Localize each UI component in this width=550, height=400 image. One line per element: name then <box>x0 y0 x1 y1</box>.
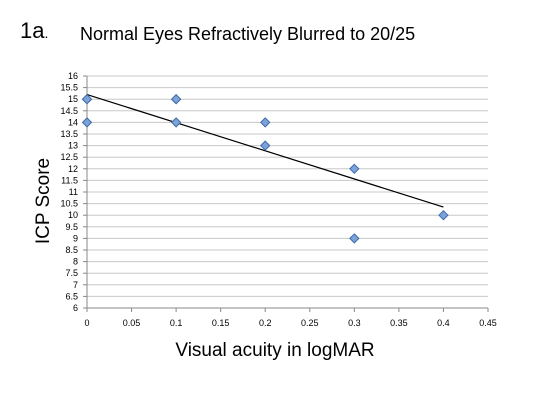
x-tick-label: 0.05 <box>123 318 141 328</box>
data-point-2 <box>81 117 93 128</box>
axes <box>83 75 489 312</box>
panel-label: 1a. <box>20 18 48 44</box>
y-tick-label: 8 <box>73 257 78 267</box>
data-point-10 <box>438 209 449 221</box>
y-tick-label: 7.5 <box>65 268 78 278</box>
panel-label-text: 1a <box>20 18 45 43</box>
x-tick-label: 0.25 <box>301 318 319 328</box>
panel-label-suffix: . <box>44 25 49 41</box>
y-tick-label: 11 <box>69 187 78 197</box>
y-tick-label: 14 <box>68 117 78 127</box>
y-tick-label: 14.5 <box>60 106 78 116</box>
x-tick-label: 0 <box>84 318 89 328</box>
y-tick-label: 9.5 <box>65 222 78 232</box>
x-tick-label: 0.3 <box>348 318 361 328</box>
y-tick-label: 16 <box>68 71 78 81</box>
y-tick-label: 15 <box>68 94 78 104</box>
y-tick-label: 9 <box>73 233 78 243</box>
data-point-8 <box>349 163 360 175</box>
x-tick-label: 0.2 <box>259 318 272 328</box>
y-tick-label: 15.5 <box>60 83 78 93</box>
chart-title: Normal Eyes Refractively Blurred to 20/2… <box>80 24 416 44</box>
x-axis-label: Visual acuity in logMAR <box>175 340 375 361</box>
x-tick-label: 0.4 <box>437 318 450 328</box>
y-tick-label: 12 <box>68 164 78 174</box>
trendline-group <box>86 93 444 208</box>
y-tick-label: 6.5 <box>65 291 78 301</box>
data-point-4 <box>170 93 182 105</box>
y-tick-label: 6 <box>73 303 78 313</box>
x-tick-label: 0.35 <box>390 318 408 328</box>
data-point-1 <box>81 93 93 105</box>
data-point-6 <box>260 117 271 128</box>
data-point-7 <box>260 140 271 151</box>
x-tick-label: 0.1 <box>170 318 183 328</box>
y-tick-label: 8.5 <box>65 245 78 255</box>
grid-lines <box>87 75 488 309</box>
y-tick-label: 10.5 <box>60 199 78 209</box>
x-tick-label: 0.15 <box>212 318 230 328</box>
y-tick-label: 13 <box>68 141 78 151</box>
trendline <box>86 93 444 208</box>
y-tick-label: 12.5 <box>60 152 78 162</box>
x-tick-label: 0.45 <box>479 318 497 328</box>
data-point-9 <box>349 233 360 244</box>
y-tick-label: 11.5 <box>61 175 78 185</box>
data-point-5 <box>170 117 182 128</box>
data-points <box>81 93 449 244</box>
y-tick-label: 7 <box>73 280 78 290</box>
y-tick-label: 13.5 <box>60 129 78 139</box>
y-tick-label: 10 <box>68 210 78 220</box>
